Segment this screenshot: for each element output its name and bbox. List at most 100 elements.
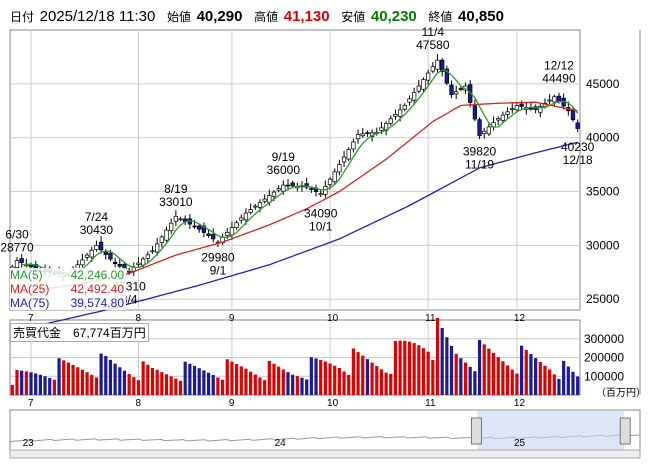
- volume-bar: [29, 372, 33, 395]
- annotation-date: 10/1: [309, 219, 333, 233]
- volume-bar: [333, 365, 337, 395]
- candle-body: [332, 171, 337, 183]
- annotation-value: 30430: [80, 223, 114, 237]
- candle-body: [519, 103, 524, 107]
- volume-bar: [71, 364, 75, 395]
- price-tick-label: 30000: [586, 238, 620, 252]
- month-label-volume: 11: [425, 398, 436, 409]
- candle-body: [281, 184, 286, 192]
- ma75-label: MA(75): [10, 296, 50, 310]
- low-label: 安値: [341, 10, 366, 24]
- candle-body: [346, 149, 351, 160]
- annotation-value: 47580: [416, 38, 450, 52]
- ma5-legend: MA(5) 42,246.00: [10, 268, 126, 282]
- candle-body: [435, 59, 440, 70]
- volume-bar: [141, 361, 145, 395]
- volume-bar: [309, 357, 313, 395]
- volume-bar: [454, 353, 458, 395]
- volume-bar: [314, 358, 318, 395]
- volume-bar: [272, 363, 276, 395]
- volume-bar: [80, 369, 85, 395]
- ma25-label: MA(25): [10, 282, 50, 296]
- candle-body: [430, 66, 435, 72]
- navigator-year-label: 23: [23, 438, 35, 449]
- volume-bar: [557, 378, 561, 395]
- month-label-volume: 10: [327, 398, 339, 409]
- volume-unit-label: （百万円）: [596, 387, 646, 399]
- month-label: 10: [327, 313, 339, 324]
- volume-bar: [477, 339, 482, 395]
- volume-bar: [473, 371, 477, 395]
- close-value: 40,850: [458, 8, 504, 25]
- annotation-value: 28770: [0, 241, 34, 255]
- navigator-year-label: 25: [514, 438, 526, 449]
- datetime: 2025/12/18 11:30: [39, 8, 156, 25]
- volume-bar: [48, 377, 52, 395]
- annotation-value: 33010: [159, 195, 193, 209]
- candle-body: [482, 130, 487, 134]
- volume-bar: [407, 341, 412, 395]
- candle-body: [117, 263, 122, 267]
- volume-bar: [529, 354, 533, 395]
- candle-body: [514, 105, 520, 111]
- volume-bar: [249, 371, 253, 395]
- candle-body: [94, 245, 99, 250]
- volume-bar: [155, 370, 159, 395]
- volume-bar: [431, 359, 435, 395]
- volume-bar: [178, 380, 183, 395]
- volume-bar: [34, 373, 38, 395]
- annotation-date: 9/1: [210, 264, 227, 278]
- volume-bar: [576, 376, 580, 395]
- volume-bar: [197, 368, 201, 395]
- annotation-date: 12/12: [544, 58, 574, 72]
- volume-bar: [146, 364, 150, 395]
- volume-bar: [337, 368, 341, 395]
- volume-bar: [370, 362, 374, 395]
- volume-bar: [519, 345, 524, 395]
- month-label-volume: 12: [514, 398, 526, 409]
- ma25-value: 42,492.40: [70, 282, 124, 296]
- volume-bar: [239, 366, 243, 395]
- volume-bar: [393, 341, 398, 395]
- candle-body: [323, 186, 328, 195]
- volume-bar: [552, 374, 556, 395]
- volume-bar: [361, 355, 365, 395]
- volume-bar: [491, 352, 496, 395]
- volume-bar: [356, 352, 360, 395]
- volume-bar: [230, 361, 234, 395]
- annotation-date: 11/4: [422, 25, 445, 39]
- candle-body: [112, 261, 118, 265]
- volume-bar: [286, 372, 290, 395]
- volume-bar: [291, 374, 295, 395]
- candle-body: [98, 241, 104, 251]
- volume-bar: [62, 360, 66, 395]
- candle-body: [159, 236, 164, 243]
- candle-body: [360, 133, 365, 137]
- price-tick-label: 35000: [586, 185, 620, 199]
- volume-bar: [351, 348, 356, 395]
- candle-body: [276, 188, 281, 191]
- volume-bar: [445, 337, 449, 395]
- volume-bar: [482, 344, 486, 395]
- candle-body: [528, 107, 534, 110]
- annotation-date: 8/19: [164, 182, 188, 196]
- candle-body: [449, 84, 454, 95]
- volume-bar: [412, 343, 416, 395]
- volume-bar: [571, 371, 575, 395]
- candle-body: [84, 254, 90, 258]
- candle-body: [150, 250, 155, 253]
- annotation-date: 11/19: [465, 158, 494, 172]
- candle-body: [575, 122, 580, 129]
- candle-body: [500, 114, 506, 121]
- volume-bar: [57, 358, 61, 395]
- annotation-value: 44490: [542, 71, 576, 85]
- volume-bar: [300, 377, 304, 395]
- volume-label: 売買代金 67,774百万円: [10, 323, 149, 342]
- high-label: 高値: [254, 10, 279, 24]
- candle-body: [164, 229, 169, 241]
- date-label: 日付: [10, 10, 35, 24]
- month-label: 8: [135, 313, 141, 324]
- volume-bar: [426, 351, 430, 395]
- candle-body: [397, 109, 403, 117]
- month-label-volume: 7: [28, 398, 34, 409]
